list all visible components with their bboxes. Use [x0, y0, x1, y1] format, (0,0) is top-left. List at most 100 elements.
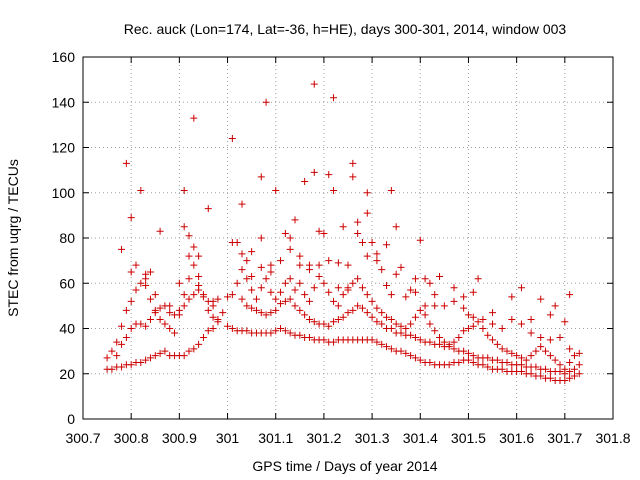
data-point: [296, 306, 304, 314]
data-point: [392, 320, 400, 328]
data-point: [113, 352, 121, 360]
data-point: [426, 338, 434, 346]
data-point: [103, 354, 111, 362]
data-point: [378, 340, 386, 348]
data-point: [209, 325, 217, 332]
data-point: [489, 309, 497, 317]
data-point: [286, 234, 294, 242]
data-point: [330, 338, 338, 346]
data-point: [142, 282, 150, 290]
data-point: [575, 349, 583, 357]
data-point: [330, 94, 338, 102]
data-point: [166, 309, 174, 317]
y-axis-label: STEC from uqrg / TECUs: [5, 159, 21, 317]
data-point: [383, 241, 391, 249]
data-point: [228, 239, 236, 247]
data-point: [436, 272, 444, 280]
data-point: [474, 275, 482, 283]
data-point: [238, 200, 246, 208]
data-point: [354, 302, 362, 310]
grid: [83, 57, 613, 419]
data-point: [257, 173, 265, 181]
data-point: [214, 315, 222, 323]
data-point: [195, 252, 203, 260]
data-point: [330, 297, 338, 305]
data-point: [537, 372, 545, 380]
data-point: [344, 286, 352, 294]
data-points: [103, 80, 583, 385]
data-point: [146, 268, 154, 276]
data-point: [363, 209, 371, 217]
data-point: [383, 282, 391, 290]
data-point: [296, 331, 304, 339]
data-point: [349, 159, 357, 167]
data-point: [387, 291, 395, 299]
data-point: [469, 322, 477, 330]
data-point: [146, 315, 154, 323]
data-point: [416, 336, 424, 344]
data-point: [267, 261, 275, 269]
x-tick-label: 301.6: [499, 430, 534, 446]
data-point: [204, 327, 212, 335]
x-tick-label: 301.7: [547, 430, 582, 446]
data-point: [431, 302, 439, 310]
data-point: [416, 356, 424, 364]
data-point: [397, 347, 405, 355]
data-point: [118, 245, 126, 253]
data-point: [180, 352, 188, 360]
data-point: [286, 275, 294, 283]
data-point: [305, 334, 313, 342]
data-point: [127, 214, 135, 222]
data-point: [334, 284, 342, 292]
data-point: [349, 306, 357, 314]
y-tick-label: 40: [59, 321, 75, 337]
data-point: [142, 322, 150, 330]
data-point: [267, 329, 275, 337]
data-point: [310, 284, 318, 292]
data-point: [238, 266, 246, 274]
data-point: [118, 322, 126, 330]
data-point: [570, 365, 578, 373]
data-point: [460, 293, 468, 301]
data-point: [185, 295, 193, 303]
data-point: [330, 186, 338, 194]
data-point: [450, 284, 458, 292]
data-point: [436, 334, 444, 342]
data-point: [522, 356, 530, 364]
data-point: [161, 347, 169, 355]
data-point: [151, 291, 159, 299]
data-point: [305, 297, 313, 305]
data-point: [180, 186, 188, 194]
data-point: [204, 205, 212, 213]
data-point: [421, 275, 429, 283]
data-point: [542, 365, 550, 373]
data-point: [378, 309, 386, 317]
data-point: [190, 291, 198, 299]
data-point: [156, 304, 164, 312]
data-point: [137, 279, 145, 287]
data-point: [185, 347, 193, 355]
data-point: [344, 261, 352, 269]
data-point: [151, 352, 159, 360]
data-point: [387, 315, 395, 323]
y-tick-label: 160: [52, 49, 76, 65]
x-tick-label: 301.3: [355, 430, 390, 446]
x-tick-label: 301.8: [595, 430, 630, 446]
data-point: [320, 336, 328, 344]
data-point: [546, 352, 554, 360]
data-point: [498, 365, 506, 373]
data-point: [551, 302, 559, 310]
data-point: [175, 311, 183, 319]
data-point: [277, 325, 285, 332]
data-point: [190, 345, 198, 353]
data-point: [248, 272, 256, 280]
data-point: [469, 352, 477, 360]
data-point: [479, 361, 487, 369]
data-point: [354, 218, 362, 226]
data-point: [195, 282, 203, 290]
data-point: [243, 275, 251, 283]
data-point: [561, 365, 569, 373]
data-point: [498, 345, 506, 353]
data-point: [570, 352, 578, 360]
data-point: [238, 250, 246, 258]
